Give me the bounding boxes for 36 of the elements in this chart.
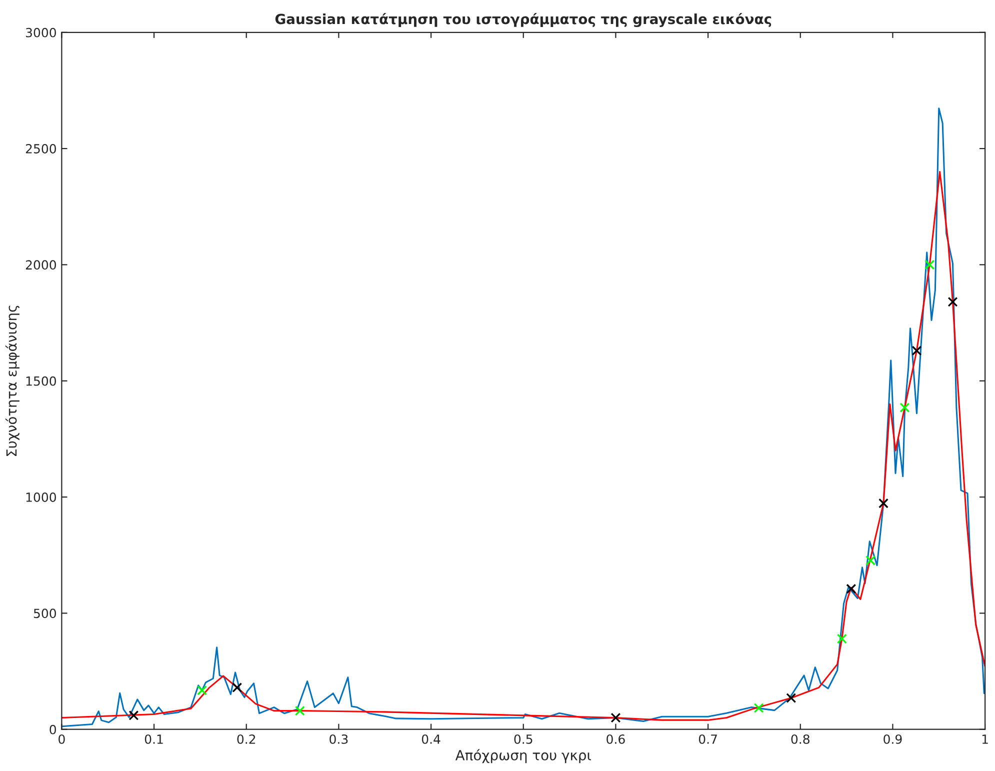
point xyxy=(197,685,208,696)
point xyxy=(786,693,796,704)
y-tick-label: 3000 xyxy=(26,28,56,38)
y-axis-title: Συχνότητα εμφάνισης xyxy=(5,306,20,456)
point xyxy=(846,584,856,594)
x-tick-label: 0.8 xyxy=(791,734,810,744)
point xyxy=(878,498,888,508)
point xyxy=(610,712,621,723)
x-tick-label: 0.2 xyxy=(237,734,256,744)
x-tick-label: 0.9 xyxy=(884,734,902,744)
point xyxy=(948,296,958,307)
y-tick-label: 2500 xyxy=(26,144,56,154)
x-tick-label: 1 xyxy=(982,734,988,744)
y-tick-label: 500 xyxy=(34,608,56,618)
point xyxy=(754,702,764,713)
point xyxy=(912,346,922,356)
y-tick-label: 2000 xyxy=(26,260,56,270)
x-tick-label: 0.5 xyxy=(514,734,532,744)
x-axis-title: Απόχρωση του γκρι xyxy=(455,749,591,764)
y-tick-label: 0 xyxy=(50,724,56,734)
y-tick-label: 1500 xyxy=(26,376,56,386)
point xyxy=(836,634,847,644)
x-tick-label: 0.7 xyxy=(698,734,717,744)
x-tick-label: 0.4 xyxy=(422,734,440,744)
point xyxy=(900,402,910,413)
x-tick-label: 0.3 xyxy=(330,734,348,744)
chart-title: Gaussian κατάτμηση του ιστογράμματος της grayscale εικόνας xyxy=(275,12,772,28)
point xyxy=(128,710,139,720)
x-tick-label: 0.1 xyxy=(144,734,163,744)
y-tick-label: 1000 xyxy=(26,492,56,502)
x-tick-label: 0.6 xyxy=(606,734,625,744)
point xyxy=(866,555,876,566)
point xyxy=(232,682,242,693)
x-tick-label: 0 xyxy=(58,734,65,744)
point xyxy=(924,260,935,270)
point xyxy=(294,706,305,716)
